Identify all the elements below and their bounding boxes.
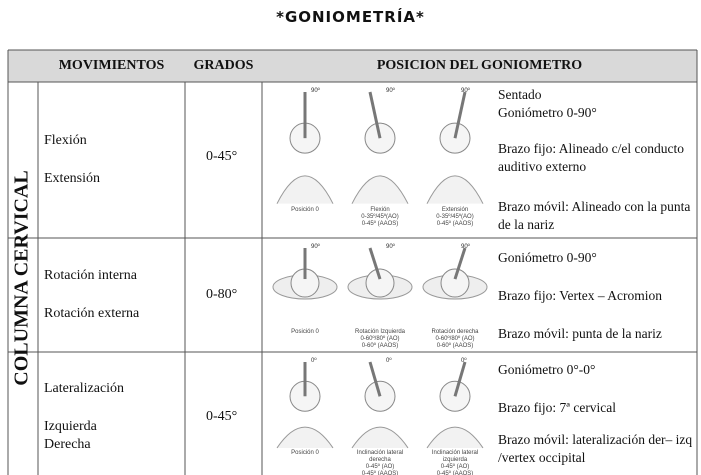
figure-caption: Posición 0 <box>270 207 340 214</box>
caption-line: Inclinación lateral <box>356 450 404 457</box>
figure-body <box>276 175 334 204</box>
figure-body <box>426 175 484 204</box>
caption-line: 0-45º (AO) <box>365 464 395 471</box>
column-header: POSICION DEL GONIOMETRO <box>376 58 583 73</box>
position-text: Brazo fijo: 7ª cervical <box>498 400 617 415</box>
degrees: 0-45° <box>206 149 238 164</box>
header-band <box>8 50 697 82</box>
figure-caption: Inclinación lateral derecha 0-45º (AO) 0-45… <box>345 450 415 475</box>
caption-line: Posición 0 <box>291 329 319 336</box>
caption-line: 0-60º (AAOS) <box>436 343 474 350</box>
figure-angle: 90º <box>461 244 470 250</box>
figure-caption: Posición 0 <box>270 329 340 336</box>
movement: Rotación interna <box>44 268 137 283</box>
column-header: MOVIMIENTOS <box>58 58 165 73</box>
goniometer-arm <box>368 247 382 280</box>
figure-caption: Extensión 0-35º/45º(AO) 0-45º (AAOS) <box>420 207 490 228</box>
position-text: Brazo móvil: punta de la nariz <box>498 326 662 341</box>
movement: Derecha <box>44 437 91 452</box>
caption-line: 0-60º/80º (AO) <box>435 336 475 343</box>
caption-line: 0-60º/80º (AO) <box>360 336 400 343</box>
figure-caption: Rotación derecha 0-60º/80º (AO) 0-60º (AAO… <box>420 329 490 350</box>
caption-line: 0-45º (AAOS) <box>361 471 399 475</box>
figure-caption: Inclinación lateral izquierda 0-45º (AO) 0-… <box>420 450 490 475</box>
caption-line: 0-45º (AO) <box>440 464 470 471</box>
figure-head <box>440 268 470 298</box>
figure-head <box>365 268 395 298</box>
figure-caption: Posición 0 <box>270 450 340 457</box>
degrees: 0-80° <box>206 287 238 302</box>
caption-line: 0-45º (AAOS) <box>436 471 474 475</box>
figure-angle: 90º <box>311 88 320 94</box>
section-label: COLUMNA CERVICAL <box>10 170 33 386</box>
position-text: Goniómetro 0-90° <box>498 105 597 120</box>
caption-line: izquierda <box>442 457 468 464</box>
caption-line: Extensión <box>441 206 469 213</box>
goniometer-arm <box>453 91 467 139</box>
caption-line: Posición 0 <box>291 206 319 213</box>
movement: Extensión <box>44 171 100 186</box>
goniometer-arm <box>453 247 467 280</box>
figure-caption: Rotación Izquierda 0-60º/80º (AO) 0-60º (A… <box>345 329 415 350</box>
movement: Izquierda <box>44 419 97 434</box>
movement: Rotación externa <box>44 306 140 321</box>
position-text: Sentado <box>498 87 542 102</box>
position-text: Brazo móvil: lateralización der– izq /ve… <box>498 432 693 465</box>
figure-angle: 90º <box>386 88 395 94</box>
movement: Lateralización <box>44 381 125 396</box>
caption-line: Inclinación lateral <box>431 450 479 457</box>
goniometer-arm <box>368 361 382 397</box>
caption-line: Rotación derecha <box>431 329 479 336</box>
caption-line: Rotación Izquierda <box>354 329 406 336</box>
figure-angle: 90º <box>386 244 395 250</box>
caption-line: derecha <box>369 457 391 464</box>
caption-line: Flexión <box>370 206 390 213</box>
figure-body <box>426 426 484 449</box>
figure-angle: 0º <box>461 358 467 364</box>
caption-line: 0-35º/45º(AO) <box>361 213 399 220</box>
goniometer-arm <box>368 91 382 139</box>
caption-line: 0-60º (AAOS) <box>361 343 399 350</box>
caption-line: 0-45º (AAOS) <box>361 220 399 227</box>
movement: Flexión <box>44 133 87 148</box>
goniometer-arm <box>453 361 467 397</box>
figure-angle: 90º <box>461 88 470 94</box>
figure-caption: Flexión 0-35º/45º(AO) 0-45º (AAOS) <box>345 207 415 228</box>
figure-angle: 0º <box>386 358 392 364</box>
position-text: Goniómetro 0°-0° <box>498 362 596 377</box>
caption-line: 0-45º (AAOS) <box>436 220 474 227</box>
figure-body <box>276 426 334 449</box>
figure-body <box>351 426 409 449</box>
figure-angle: 90º <box>311 244 320 250</box>
page-title: *GONIOMETRÍA* <box>276 8 425 26</box>
caption-line: Posición 0 <box>291 450 319 457</box>
position-text: Goniómetro 0-90° <box>498 250 597 265</box>
figure-body <box>351 175 409 204</box>
caption-line: 0-35º/45º(AO) <box>436 213 474 220</box>
position-text: Brazo móvil: Alineado con la punta de la… <box>498 199 691 232</box>
figure-angle: 0º <box>311 358 317 364</box>
position-text: Brazo fijo: Vertex – Acromion <box>498 288 662 303</box>
position-text: Brazo fijo: Alineado c/el conducto audit… <box>498 141 684 174</box>
degrees: 0-45° <box>206 409 238 424</box>
column-header: GRADOS <box>193 58 254 73</box>
